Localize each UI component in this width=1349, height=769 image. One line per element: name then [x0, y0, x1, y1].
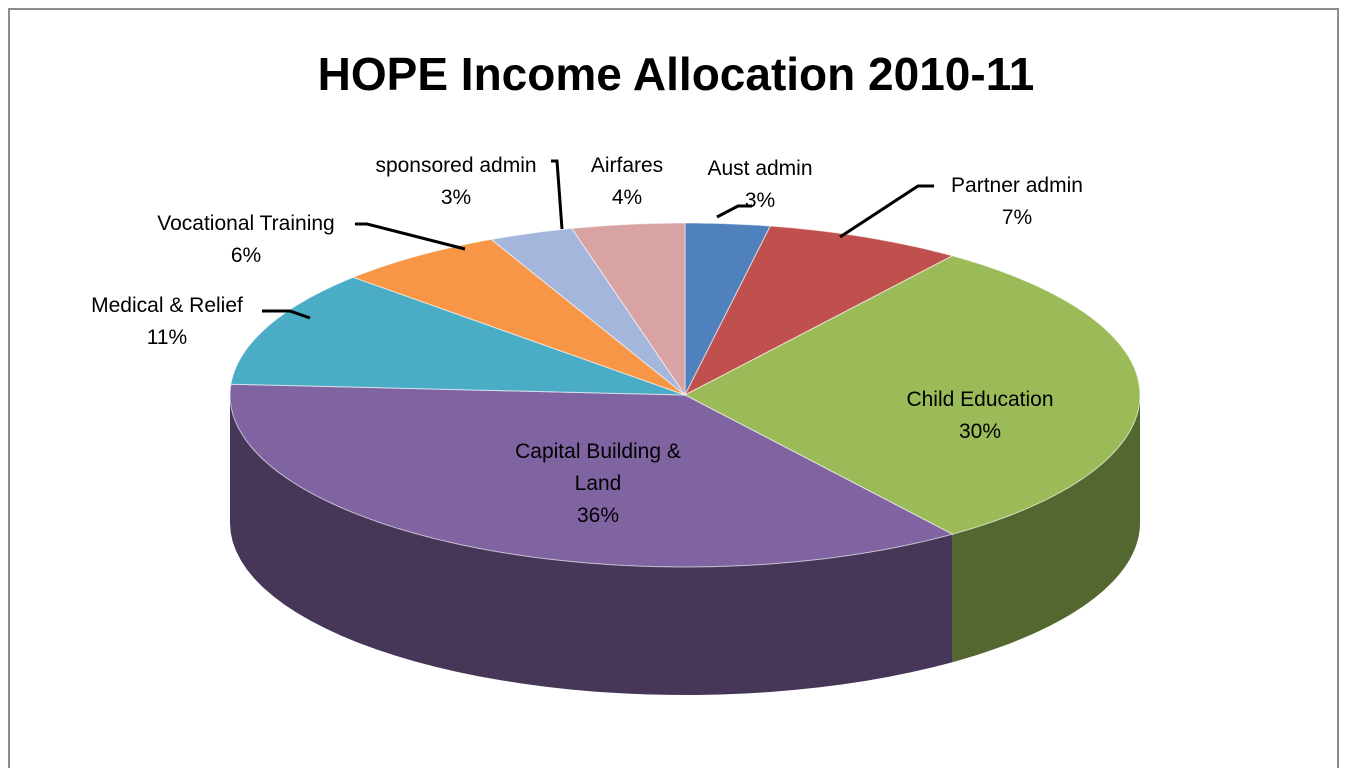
data-label-vocational-training: Vocational Training 6% [157, 212, 334, 267]
pie-side-capital-building-and-land [230, 395, 953, 695]
chart-title: HOPE Income Allocation 2010-11 [318, 48, 1035, 100]
pie-slices [229, 222, 1141, 568]
data-label-aust-admin: Aust admin 3% [707, 157, 812, 212]
leader-line-aust-admin [716, 204, 752, 219]
leader-line-partner-admin [839, 184, 934, 239]
data-label-child-education: Child Education 30% [906, 388, 1053, 443]
data-label-medical-and-relief: Medical & Relief 11% [91, 294, 243, 349]
leader-line-sponsored-admin [551, 159, 564, 230]
pie-slice-vocational-training [351, 238, 686, 396]
pie-slice-sponsored-admin [490, 227, 686, 396]
data-labels: Aust admin 3% Partner admin 7% Child Educati… [91, 154, 1083, 527]
pie-sides [230, 395, 1140, 695]
pie-side-child-education [952, 395, 1140, 663]
pie-slice-airfares [570, 222, 686, 397]
data-label-partner-admin: Partner admin 7% [951, 174, 1083, 229]
leader-lines [262, 159, 934, 320]
pie-slice-capital-building-and-land [229, 383, 954, 568]
pie-slice-partner-admin [683, 225, 954, 397]
leader-line-medical-and-relief [262, 309, 311, 320]
data-label-airfares: Airfares 4% [591, 154, 663, 209]
data-label-capital-building-and-land: Capital Building & Land 36% [515, 440, 681, 527]
pie-slice-child-education [683, 255, 1141, 535]
pie-slice-medical-and-relief [230, 276, 686, 396]
leader-line-vocational-training [355, 222, 466, 251]
data-label-sponsored-admin: sponsored admin 3% [375, 154, 536, 209]
